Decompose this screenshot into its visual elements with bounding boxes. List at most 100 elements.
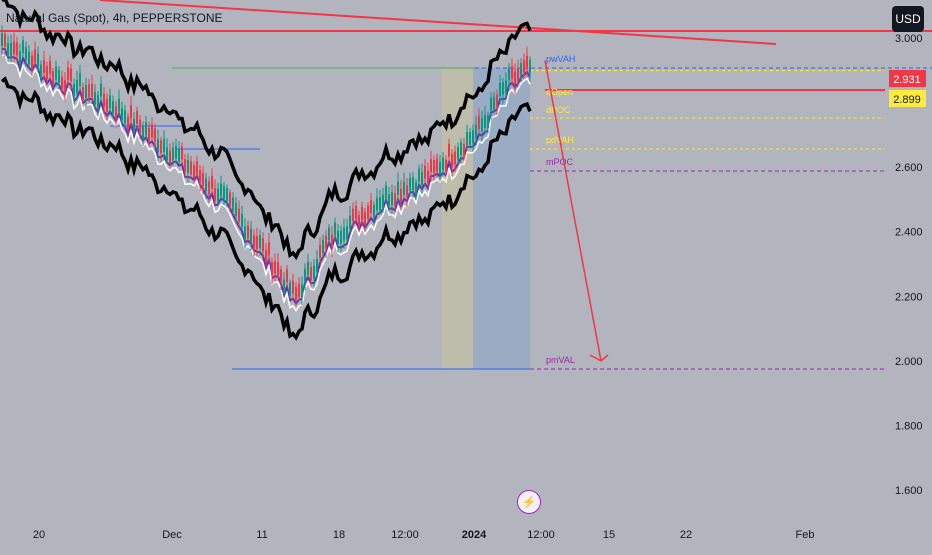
candle [154, 128, 156, 142]
candle [349, 215, 351, 229]
x-tick-label: 15 [603, 529, 615, 541]
candle [13, 41, 15, 55]
candle [7, 42, 9, 56]
candle [28, 51, 30, 65]
candle [313, 265, 315, 279]
candle [148, 127, 150, 141]
candle [109, 95, 111, 109]
candle [493, 96, 495, 110]
ma-white-line [1, 53, 531, 313]
candle [271, 262, 273, 276]
candle [463, 144, 465, 157]
candle [430, 159, 432, 173]
candle [460, 142, 462, 156]
candle [445, 159, 447, 173]
candle [505, 80, 507, 94]
candle [289, 282, 291, 296]
candle [442, 157, 444, 171]
candle [364, 211, 366, 225]
candle [502, 81, 504, 95]
candle [523, 59, 525, 73]
candle [184, 159, 186, 173]
y-tick-label: 2.600 [895, 162, 923, 174]
candle [151, 124, 153, 138]
y-tick-label: 1.800 [895, 420, 923, 432]
candle [139, 119, 141, 133]
x-tick-label: 2024 [462, 529, 487, 541]
candle [118, 98, 120, 112]
lower-band [0, 76, 532, 341]
candle [103, 93, 105, 107]
candle [40, 64, 42, 78]
candle [106, 98, 108, 112]
candle [385, 185, 387, 199]
candle [277, 262, 279, 276]
candle [400, 188, 402, 202]
candle [70, 68, 72, 82]
candle [367, 205, 369, 219]
candle [403, 182, 405, 196]
candle [250, 228, 252, 242]
candle [52, 71, 54, 85]
price-label-bg [889, 90, 926, 107]
candle [145, 122, 147, 136]
candle [424, 165, 426, 179]
candle [451, 153, 453, 167]
candle [67, 67, 69, 81]
candle [511, 65, 513, 79]
level-label: pmVAL [546, 355, 575, 365]
candle [232, 197, 234, 211]
candle [19, 51, 21, 65]
candle [286, 269, 288, 283]
candle [433, 160, 435, 173]
candle [436, 158, 438, 172]
candle [406, 185, 408, 199]
candle [466, 132, 468, 145]
candle [469, 131, 471, 145]
candle [265, 249, 267, 263]
candle [343, 227, 345, 241]
candle [304, 268, 306, 282]
candle [202, 172, 204, 186]
candle [529, 59, 531, 73]
candle [97, 95, 99, 109]
candle [325, 235, 327, 249]
candle [256, 236, 258, 249]
candle [319, 244, 321, 258]
candle [415, 182, 417, 196]
candle [253, 235, 255, 248]
candle [241, 214, 243, 227]
candle [160, 140, 162, 154]
candle [10, 42, 12, 56]
candle [391, 192, 393, 206]
level-label: pwVAH [546, 54, 575, 64]
candle [64, 80, 66, 94]
candle [472, 130, 474, 144]
candle [193, 165, 195, 179]
candle [82, 87, 84, 101]
candle [196, 161, 198, 175]
x-tick-label: 12:00 [391, 529, 419, 541]
price-label-bg [889, 70, 926, 87]
candle [4, 33, 6, 47]
candle [49, 61, 51, 74]
price-label: 2.931 [893, 74, 921, 86]
candle [181, 146, 183, 160]
lightning-icon[interactable]: ⚡ [517, 490, 541, 514]
candle [175, 145, 177, 159]
candle [217, 188, 219, 202]
candle [484, 115, 486, 129]
candle [322, 240, 324, 254]
candle [514, 71, 516, 85]
candle [1, 32, 3, 46]
candle [115, 106, 117, 120]
candle [439, 161, 441, 175]
candle [127, 116, 129, 130]
candle [157, 139, 159, 153]
x-tick-label: Dec [162, 529, 182, 541]
currency-button[interactable]: USD [892, 6, 924, 32]
candle [481, 118, 483, 132]
candle [214, 188, 216, 202]
